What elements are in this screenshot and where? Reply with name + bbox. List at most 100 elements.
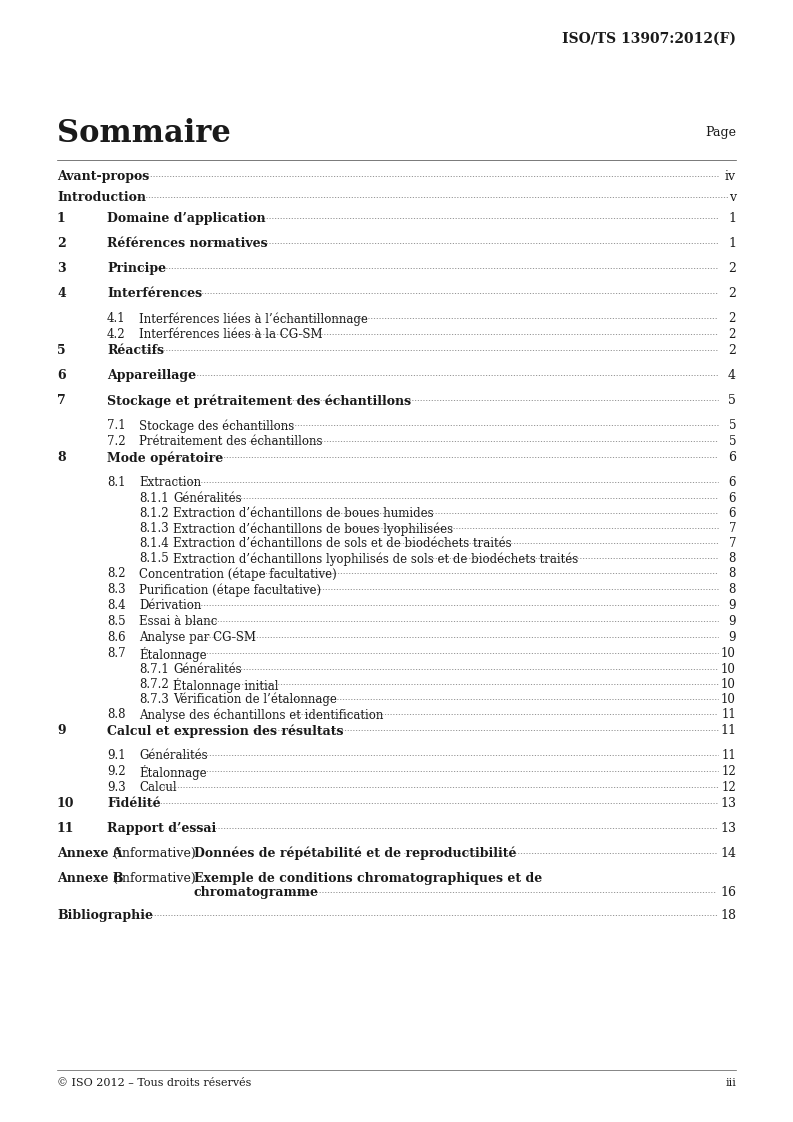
Text: 8.7.3: 8.7.3 — [139, 693, 169, 706]
Text: 1: 1 — [57, 212, 66, 226]
Text: v: v — [729, 191, 736, 204]
Text: Sommaire: Sommaire — [57, 118, 231, 149]
Text: 7.1: 7.1 — [107, 419, 125, 432]
Text: 8.1: 8.1 — [107, 476, 125, 489]
Text: 10: 10 — [721, 663, 736, 675]
Text: Annexe A: Annexe A — [57, 847, 123, 859]
Text: 6: 6 — [729, 476, 736, 489]
Text: ISO/TS 13907:2012(F): ISO/TS 13907:2012(F) — [562, 33, 736, 46]
Text: © ISO 2012 – Tous droits réservés: © ISO 2012 – Tous droits réservés — [57, 1078, 251, 1088]
Text: Étalonnage: Étalonnage — [139, 647, 207, 662]
Text: 8.7: 8.7 — [107, 647, 125, 660]
Text: 4: 4 — [728, 369, 736, 381]
Text: 7: 7 — [729, 522, 736, 535]
Text: 8.4: 8.4 — [107, 599, 125, 611]
Text: 2: 2 — [728, 344, 736, 357]
Text: Calcul: Calcul — [139, 781, 177, 794]
Text: Avant-propos: Avant-propos — [57, 171, 149, 183]
Text: Page: Page — [705, 126, 736, 139]
Text: 6: 6 — [729, 507, 736, 519]
Text: 2: 2 — [57, 237, 66, 250]
Text: 8.1.1: 8.1.1 — [139, 493, 169, 505]
Text: 11: 11 — [722, 749, 736, 762]
Text: Analyse des échantillons et identification: Analyse des échantillons et identificati… — [139, 708, 383, 721]
Text: 5: 5 — [729, 435, 736, 448]
Text: 7.2: 7.2 — [107, 435, 125, 448]
Text: 2: 2 — [728, 287, 736, 300]
Text: 1: 1 — [728, 212, 736, 226]
Text: 12: 12 — [722, 765, 736, 778]
Text: 12: 12 — [722, 781, 736, 794]
Text: 8: 8 — [729, 583, 736, 596]
Text: Introduction: Introduction — [57, 191, 146, 204]
Text: Généralités: Généralités — [173, 663, 242, 675]
Text: 9.2: 9.2 — [107, 765, 125, 778]
Text: Références normatives: Références normatives — [107, 237, 267, 250]
Text: Mode opératoire: Mode opératoire — [107, 451, 224, 465]
Text: Prétraitement des échantillons: Prétraitement des échantillons — [139, 435, 323, 448]
Text: Principe: Principe — [107, 263, 166, 275]
Text: 8.1.5: 8.1.5 — [139, 552, 169, 565]
Text: Étalonnage: Étalonnage — [139, 765, 207, 780]
Text: 16: 16 — [720, 886, 736, 899]
Text: 11: 11 — [720, 724, 736, 737]
Text: 6: 6 — [57, 369, 66, 381]
Text: 9: 9 — [729, 599, 736, 611]
Text: Bibliographie: Bibliographie — [57, 909, 153, 922]
Text: Généralités: Généralités — [173, 493, 242, 505]
Text: 11: 11 — [722, 708, 736, 721]
Text: Extraction: Extraction — [139, 476, 201, 489]
Text: 7: 7 — [729, 537, 736, 550]
Text: 11: 11 — [57, 822, 75, 835]
Text: 10: 10 — [721, 647, 736, 660]
Text: 8.1.3: 8.1.3 — [139, 522, 169, 535]
Text: 9: 9 — [57, 724, 66, 737]
Text: Extraction d’échantillons de boues lyophilisées: Extraction d’échantillons de boues lyoph… — [173, 522, 453, 535]
Text: 4.1: 4.1 — [107, 312, 125, 325]
Text: Concentration (étape facultative): Concentration (étape facultative) — [139, 567, 337, 580]
Text: Essai à blanc: Essai à blanc — [139, 615, 217, 628]
Text: Extraction d’échantillons lyophilisés de sols et de biodéchets traités: Extraction d’échantillons lyophilisés de… — [173, 552, 578, 565]
Text: 2: 2 — [728, 263, 736, 275]
Text: 13: 13 — [720, 822, 736, 835]
Text: 8: 8 — [729, 567, 736, 580]
Text: Vérification de l’étalonnage: Vérification de l’étalonnage — [173, 693, 337, 707]
Text: 5: 5 — [729, 419, 736, 432]
Text: 8.3: 8.3 — [107, 583, 125, 596]
Text: Dérivation: Dérivation — [139, 599, 201, 611]
Text: Généralités: Généralités — [139, 749, 208, 762]
Text: Réactifs: Réactifs — [107, 344, 164, 357]
Text: Étalonnage initial: Étalonnage initial — [173, 678, 278, 693]
Text: 8.6: 8.6 — [107, 631, 125, 644]
Text: 13: 13 — [720, 797, 736, 810]
Text: Fidélité: Fidélité — [107, 797, 161, 810]
Text: Annexe B: Annexe B — [57, 872, 124, 885]
Text: 4: 4 — [57, 287, 66, 300]
Text: 7: 7 — [57, 394, 66, 407]
Text: iii: iii — [725, 1078, 736, 1088]
Text: 9: 9 — [729, 615, 736, 628]
Text: Exemple de conditions chromatographiques et de: Exemple de conditions chromatographiques… — [194, 872, 542, 885]
Text: 5: 5 — [57, 344, 66, 357]
Text: 1: 1 — [728, 237, 736, 250]
Text: 8: 8 — [729, 552, 736, 565]
Text: Données de répétabilité et de reproductibilité: Données de répétabilité et de reproducti… — [194, 847, 516, 861]
Text: 2: 2 — [729, 328, 736, 341]
Text: 9: 9 — [729, 631, 736, 644]
Text: 18: 18 — [720, 909, 736, 922]
Text: Stockage des échantillons: Stockage des échantillons — [139, 419, 294, 432]
Text: Interférences liées à l’échantillonnage: Interférences liées à l’échantillonnage — [139, 312, 368, 325]
Text: Domaine d’application: Domaine d’application — [107, 212, 266, 226]
Text: 4.2: 4.2 — [107, 328, 125, 341]
Text: 8.8: 8.8 — [107, 708, 125, 721]
Text: 9.1: 9.1 — [107, 749, 125, 762]
Text: iv: iv — [725, 171, 736, 183]
Text: chromatogramme: chromatogramme — [194, 886, 319, 899]
Text: 8.7.2: 8.7.2 — [139, 678, 169, 691]
Text: 14: 14 — [720, 847, 736, 859]
Text: 10: 10 — [57, 797, 75, 810]
Text: 8.7.1: 8.7.1 — [139, 663, 169, 675]
Text: Purification (étape facultative): Purification (étape facultative) — [139, 583, 321, 597]
Text: 10: 10 — [721, 693, 736, 706]
Text: 8.5: 8.5 — [107, 615, 125, 628]
